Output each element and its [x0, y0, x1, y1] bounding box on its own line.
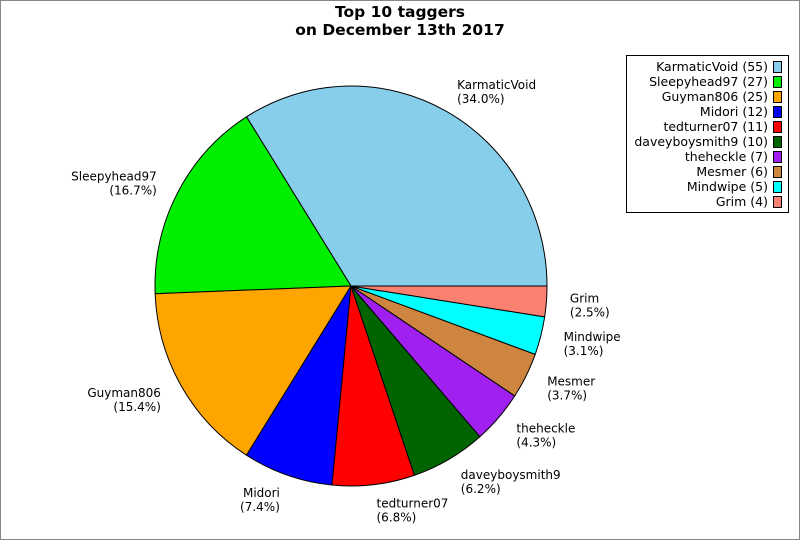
slice-label-theheckle: theheckle (4.3%): [516, 421, 575, 449]
legend-swatch: [773, 75, 782, 88]
slice-label-sleepyhead97: Sleepyhead97 (16.7%): [71, 170, 157, 198]
legend-item-daveyboysmith9: daveyboysmith9 (10): [627, 134, 788, 149]
legend-item-mesmer: Mesmer (6): [627, 164, 788, 179]
slice-percent: (4.3%): [516, 435, 556, 449]
slice-percent: (16.7%): [109, 184, 156, 198]
chart-title: Top 10 taggers: [334, 3, 466, 21]
legend-item-theheckle: theheckle (7): [627, 149, 788, 164]
slice-percent: (15.4%): [113, 400, 160, 414]
slice-label-grim: Grim (2.5%): [570, 291, 610, 319]
slice-name: Midori: [243, 486, 280, 500]
slice-label-midori: Midori (7.4%): [240, 486, 280, 514]
slice-percent: (6.8%): [377, 511, 417, 525]
legend-item-label: Grim (4): [715, 194, 768, 209]
legend-item-midori: Midori (12): [627, 104, 788, 119]
legend-item-sleepyhead97: Sleepyhead97 (27): [627, 74, 788, 89]
legend-item-label: Guyman806 (25): [661, 89, 768, 104]
slice-label-karmaticvoid: KarmaticVoid (34.0%): [457, 78, 536, 106]
pie-slices: [154, 85, 548, 487]
legend-item-label: daveyboysmith9 (10): [634, 134, 768, 149]
legend-swatch: [773, 150, 782, 163]
legend-swatch: [773, 180, 782, 193]
slice-name: theheckle: [516, 421, 575, 435]
legend-item-label: Sleepyhead97 (27): [649, 74, 768, 89]
pie-slice-grim: [350, 285, 548, 318]
slice-percent: (3.7%): [547, 389, 587, 403]
slice-percent: (2.5%): [570, 305, 610, 319]
slice-percent: (7.4%): [240, 500, 280, 514]
slice-label-mindwipe: Mindwipe (3.1%): [564, 330, 621, 358]
pie-slice-karmaticvoid: [245, 85, 548, 287]
legend-swatch: [773, 105, 782, 118]
legend-item-label: Midori (12): [699, 104, 768, 119]
slice-percent: (34.0%): [457, 92, 504, 106]
legend-swatch: [773, 195, 782, 208]
legend-item-label: Mindwipe (5): [686, 179, 768, 194]
slice-label-guyman806: Guyman806 (15.4%): [87, 386, 161, 414]
legend-swatch: [773, 165, 782, 178]
legend-swatch: [773, 60, 782, 73]
slice-label-tedturner07: tedturner07 (6.8%): [377, 497, 449, 525]
slice-label-daveyboysmith9: daveyboysmith9 (6.2%): [461, 468, 561, 496]
legend-item-label: theheckle (7): [684, 149, 768, 164]
chart-title-block: Top 10 taggers on December 13th 2017: [1, 3, 799, 39]
pie-slice-sleepyhead97: [154, 116, 352, 295]
legend-item-guyman806: Guyman806 (25): [627, 89, 788, 104]
slice-percent: (3.1%): [564, 344, 604, 358]
slice-name: Grim: [570, 291, 599, 305]
slice-name: Guyman806: [87, 386, 161, 400]
legend-item-label: Mesmer (6): [696, 164, 768, 179]
legend-item-mindwipe: Mindwipe (5): [627, 179, 788, 194]
legend-swatch: [773, 120, 782, 133]
pie-labels: KarmaticVoid (34.0%) Sleepyhead97 (16.7%) Gu…: [71, 78, 621, 525]
legend-item-karmaticvoid: KarmaticVoid (55): [627, 59, 788, 74]
slice-name: KarmaticVoid: [457, 78, 536, 92]
slice-label-mesmer: Mesmer (3.7%): [547, 375, 595, 403]
legend-item-grim: Grim (4): [627, 194, 788, 209]
legend-swatch: [773, 135, 782, 148]
chart-subtitle: on December 13th 2017: [295, 21, 505, 39]
legend-item-label: KarmaticVoid (55): [656, 59, 768, 74]
legend-item-tedturner07: tedturner07 (11): [627, 119, 788, 134]
slice-name: Mindwipe: [564, 330, 621, 344]
chart-legend: KarmaticVoid (55) Sleepyhead97 (27) Guyman…: [626, 55, 789, 213]
slice-name: tedturner07: [377, 497, 449, 511]
legend-swatch: [773, 90, 782, 103]
slice-name: Mesmer: [547, 375, 595, 389]
slice-name: daveyboysmith9: [461, 468, 561, 482]
pie-slice-guyman806: [154, 285, 352, 456]
legend-item-label: tedturner07 (11): [663, 119, 768, 134]
slice-name: Sleepyhead97: [71, 170, 157, 184]
slice-percent: (6.2%): [461, 482, 501, 496]
